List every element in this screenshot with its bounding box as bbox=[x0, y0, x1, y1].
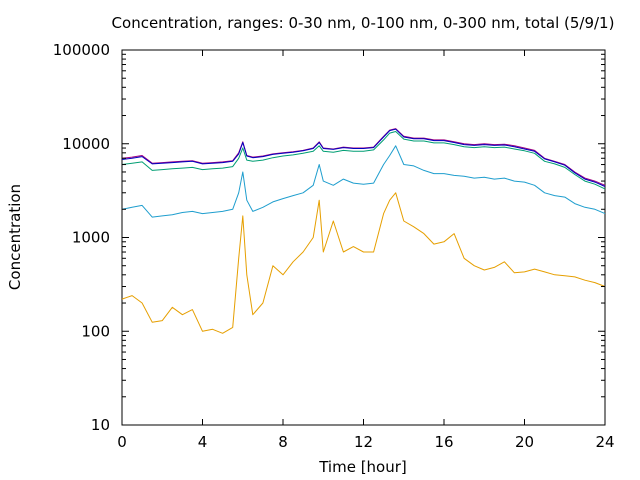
x-tick-label: 16 bbox=[434, 433, 453, 451]
series-line-2 bbox=[121, 128, 606, 187]
chart-title: Concentration, ranges: 0-30 nm, 0-100 nm… bbox=[112, 14, 615, 32]
y-tick-label: 10 bbox=[91, 416, 110, 434]
x-tick-label: 4 bbox=[198, 433, 208, 451]
series-line-5 bbox=[121, 192, 606, 334]
series-line-3 bbox=[121, 131, 606, 190]
series-layer bbox=[121, 128, 606, 334]
x-tick-label: 12 bbox=[354, 433, 373, 451]
y-tick-label: 10000 bbox=[62, 135, 110, 153]
x-axis-label: Time [hour] bbox=[318, 458, 407, 476]
x-tick-label: 20 bbox=[515, 433, 534, 451]
y-axis-label: Concentration bbox=[6, 184, 24, 290]
x-tick-label: 24 bbox=[595, 433, 614, 451]
series-line-4 bbox=[121, 145, 606, 218]
y-tick-label: 100000 bbox=[53, 41, 110, 59]
y-tick-label: 100 bbox=[81, 322, 110, 340]
x-axis: 0 4 8 12 16 20 24 bbox=[117, 50, 615, 451]
y-tick-label: 1000 bbox=[72, 229, 110, 247]
x-tick-label: 0 bbox=[117, 433, 127, 451]
y-axis: 10 100 1000 10000 100000 bbox=[53, 41, 605, 434]
x-tick-label: 8 bbox=[278, 433, 288, 451]
